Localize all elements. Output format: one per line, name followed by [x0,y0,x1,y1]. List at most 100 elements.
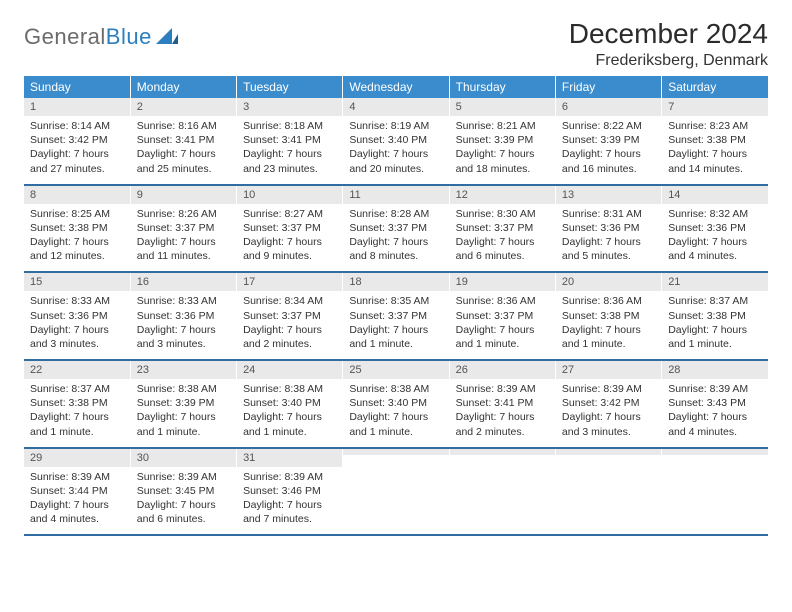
day-number: 25 [343,361,448,379]
sunset-text: Sunset: 3:36 PM [562,221,655,235]
daylight-text: Daylight: 7 hours and 12 minutes. [30,235,124,263]
sunset-text: Sunset: 3:46 PM [243,484,336,498]
sunrise-text: Sunrise: 8:38 AM [349,382,442,396]
calendar-day-cell: 24Sunrise: 8:38 AMSunset: 3:40 PMDayligh… [237,360,343,448]
sunset-text: Sunset: 3:37 PM [349,309,442,323]
day-number: 18 [343,273,448,291]
day-body: Sunrise: 8:35 AMSunset: 3:37 PMDaylight:… [343,291,448,359]
brand-name-part2: Blue [106,24,152,49]
sunrise-text: Sunrise: 8:39 AM [456,382,549,396]
day-body: Sunrise: 8:21 AMSunset: 3:39 PMDaylight:… [450,116,555,184]
sunrise-text: Sunrise: 8:39 AM [137,470,230,484]
sunrise-text: Sunrise: 8:26 AM [137,207,230,221]
day-body: Sunrise: 8:33 AMSunset: 3:36 PMDaylight:… [131,291,236,359]
daylight-text: Daylight: 7 hours and 23 minutes. [243,147,336,175]
day-header-wed: Wednesday [343,76,449,98]
day-header-fri: Friday [555,76,661,98]
day-body: Sunrise: 8:34 AMSunset: 3:37 PMDaylight:… [237,291,342,359]
daylight-text: Daylight: 7 hours and 25 minutes. [137,147,230,175]
calendar-day-cell: 4Sunrise: 8:19 AMSunset: 3:40 PMDaylight… [343,98,449,185]
daylight-text: Daylight: 7 hours and 20 minutes. [349,147,442,175]
sunset-text: Sunset: 3:40 PM [243,396,336,410]
daylight-text: Daylight: 7 hours and 14 minutes. [668,147,762,175]
calendar-week-row: 29Sunrise: 8:39 AMSunset: 3:44 PMDayligh… [24,448,768,536]
daylight-text: Daylight: 7 hours and 2 minutes. [243,323,336,351]
calendar-day-cell: 14Sunrise: 8:32 AMSunset: 3:36 PMDayligh… [662,185,768,273]
calendar-day-cell: 8Sunrise: 8:25 AMSunset: 3:38 PMDaylight… [24,185,130,273]
daylight-text: Daylight: 7 hours and 7 minutes. [243,498,336,526]
calendar-day-cell: 1Sunrise: 8:14 AMSunset: 3:42 PMDaylight… [24,98,130,185]
daylight-text: Daylight: 7 hours and 1 minute. [562,323,655,351]
daylight-text: Daylight: 7 hours and 1 minute. [137,410,230,438]
sunrise-text: Sunrise: 8:39 AM [30,470,124,484]
day-body: Sunrise: 8:25 AMSunset: 3:38 PMDaylight:… [24,204,130,272]
daylight-text: Daylight: 7 hours and 8 minutes. [349,235,442,263]
sunrise-text: Sunrise: 8:37 AM [668,294,762,308]
day-body: Sunrise: 8:28 AMSunset: 3:37 PMDaylight:… [343,204,448,272]
brand-name: GeneralBlue [24,24,152,50]
calendar-day-cell: 5Sunrise: 8:21 AMSunset: 3:39 PMDaylight… [449,98,555,185]
day-body: Sunrise: 8:23 AMSunset: 3:38 PMDaylight:… [662,116,768,184]
day-body: Sunrise: 8:39 AMSunset: 3:43 PMDaylight:… [662,379,768,447]
sunset-text: Sunset: 3:37 PM [456,221,549,235]
calendar-day-cell: 17Sunrise: 8:34 AMSunset: 3:37 PMDayligh… [237,272,343,360]
sunset-text: Sunset: 3:40 PM [349,133,442,147]
calendar-day-cell: 27Sunrise: 8:39 AMSunset: 3:42 PMDayligh… [555,360,661,448]
calendar-week-row: 15Sunrise: 8:33 AMSunset: 3:36 PMDayligh… [24,272,768,360]
day-number: 22 [24,361,130,379]
day-number: 4 [343,98,448,116]
sunrise-text: Sunrise: 8:32 AM [668,207,762,221]
day-number: 24 [237,361,342,379]
day-body: Sunrise: 8:37 AMSunset: 3:38 PMDaylight:… [24,379,130,447]
daylight-text: Daylight: 7 hours and 1 minute. [456,323,549,351]
calendar-day-cell: 13Sunrise: 8:31 AMSunset: 3:36 PMDayligh… [555,185,661,273]
day-number: 19 [450,273,555,291]
calendar-week-row: 8Sunrise: 8:25 AMSunset: 3:38 PMDaylight… [24,185,768,273]
sunset-text: Sunset: 3:39 PM [456,133,549,147]
sunset-text: Sunset: 3:37 PM [456,309,549,323]
day-number: 26 [450,361,555,379]
day-number: 27 [556,361,661,379]
brand-triangle-icon [156,26,178,49]
sunrise-text: Sunrise: 8:21 AM [456,119,549,133]
month-title: December 2024 [569,18,768,50]
sunset-text: Sunset: 3:40 PM [349,396,442,410]
sunrise-text: Sunrise: 8:27 AM [243,207,336,221]
calendar-day-cell [449,448,555,536]
sunrise-text: Sunrise: 8:38 AM [243,382,336,396]
day-number: 31 [237,449,342,467]
day-number: 10 [237,186,342,204]
calendar-day-cell: 15Sunrise: 8:33 AMSunset: 3:36 PMDayligh… [24,272,130,360]
day-body [662,455,768,511]
sunrise-text: Sunrise: 8:22 AM [562,119,655,133]
brand-logo: GeneralBlue [24,18,178,50]
day-body: Sunrise: 8:19 AMSunset: 3:40 PMDaylight:… [343,116,448,184]
daylight-text: Daylight: 7 hours and 11 minutes. [137,235,230,263]
sunrise-text: Sunrise: 8:39 AM [562,382,655,396]
calendar-day-cell: 12Sunrise: 8:30 AMSunset: 3:37 PMDayligh… [449,185,555,273]
calendar-day-cell: 2Sunrise: 8:16 AMSunset: 3:41 PMDaylight… [130,98,236,185]
sunrise-text: Sunrise: 8:25 AM [30,207,124,221]
sunrise-text: Sunrise: 8:39 AM [668,382,762,396]
calendar-day-cell: 6Sunrise: 8:22 AMSunset: 3:39 PMDaylight… [555,98,661,185]
day-number: 20 [556,273,661,291]
sunset-text: Sunset: 3:36 PM [137,309,230,323]
day-body: Sunrise: 8:38 AMSunset: 3:40 PMDaylight:… [343,379,448,447]
sunset-text: Sunset: 3:39 PM [137,396,230,410]
calendar-table: Sunday Monday Tuesday Wednesday Thursday… [24,76,768,536]
day-number: 28 [662,361,768,379]
calendar-day-cell: 23Sunrise: 8:38 AMSunset: 3:39 PMDayligh… [130,360,236,448]
sunrise-text: Sunrise: 8:36 AM [456,294,549,308]
sunset-text: Sunset: 3:38 PM [668,309,762,323]
sunrise-text: Sunrise: 8:35 AM [349,294,442,308]
day-header-thu: Thursday [449,76,555,98]
daylight-text: Daylight: 7 hours and 9 minutes. [243,235,336,263]
calendar-day-cell: 30Sunrise: 8:39 AMSunset: 3:45 PMDayligh… [130,448,236,536]
daylight-text: Daylight: 7 hours and 4 minutes. [30,498,124,526]
daylight-text: Daylight: 7 hours and 2 minutes. [456,410,549,438]
calendar-day-cell: 31Sunrise: 8:39 AMSunset: 3:46 PMDayligh… [237,448,343,536]
sunset-text: Sunset: 3:36 PM [30,309,124,323]
sunset-text: Sunset: 3:38 PM [30,221,124,235]
sunset-text: Sunset: 3:43 PM [668,396,762,410]
sunset-text: Sunset: 3:38 PM [562,309,655,323]
